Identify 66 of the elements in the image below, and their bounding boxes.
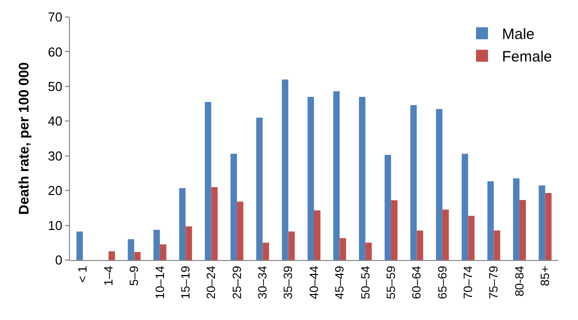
bar (519, 200, 526, 260)
bar (340, 238, 346, 260)
x-tick-label: 80-84 (512, 265, 526, 297)
x-tick-label: 20–24 (204, 265, 218, 300)
bar (308, 96, 314, 260)
x-tick-label: 60–64 (410, 265, 424, 300)
bar (256, 118, 263, 260)
bar (513, 178, 520, 260)
bar (211, 187, 218, 260)
y-tick-label: 50 (48, 78, 62, 94)
bar (468, 216, 475, 260)
x-tick-label: 15–19 (178, 265, 192, 300)
x-tick-label: 50–54 (358, 265, 372, 300)
legend-label: Female (502, 48, 552, 66)
bar (160, 244, 166, 260)
x-tick-label: 65–69 (435, 265, 450, 300)
bar (333, 91, 340, 260)
x-tick-label: 10–14 (152, 265, 167, 300)
bar (545, 193, 552, 260)
bar (236, 202, 244, 260)
y-tick-label: 20 (48, 183, 62, 198)
bar (288, 232, 295, 260)
bar (416, 230, 424, 260)
bar (108, 251, 115, 260)
bar (487, 181, 494, 260)
y-tick-label: 70 (48, 10, 62, 25)
x-tick-label: 1–4 (101, 265, 116, 286)
x-tick-label: 25–29 (230, 265, 244, 300)
x-tick-label: 5–9 (127, 265, 142, 286)
bar (76, 232, 83, 260)
bar (262, 242, 270, 260)
x-tick-label: 35–39 (281, 265, 296, 300)
y-tick-label: 0 (55, 252, 62, 268)
bar (282, 79, 288, 260)
y-tick-label: 60 (48, 44, 62, 60)
x-tick-label: 55–59 (384, 265, 398, 300)
bar (365, 242, 372, 260)
y-tick-label: 30 (48, 148, 62, 164)
bar (436, 108, 442, 260)
bar (230, 154, 237, 260)
legend-label: Male (502, 26, 535, 44)
bar (384, 154, 392, 260)
x-tick-label: 75–79 (486, 265, 501, 300)
bar (153, 230, 160, 260)
bar (128, 239, 134, 260)
bar (442, 210, 449, 260)
bar (538, 185, 546, 260)
bar (314, 210, 320, 260)
bar (410, 105, 417, 260)
x-tick-label: 85+ (538, 266, 552, 286)
bar (186, 226, 192, 260)
bar (204, 102, 212, 260)
x-tick-label: 40–44 (306, 265, 321, 300)
bar (462, 154, 468, 260)
bar (358, 96, 366, 260)
x-tick-label: 70–74 (461, 265, 476, 300)
y-tick-label: 10 (48, 218, 62, 233)
y-tick-label: 40 (48, 114, 62, 129)
bar (134, 252, 141, 260)
bar (179, 188, 186, 260)
bar (391, 200, 398, 260)
y-axis-title: Death rate, per 100 000 (16, 62, 32, 215)
x-tick-label: 30–34 (256, 265, 270, 300)
bar (494, 230, 500, 260)
x-tick-label: < 1 (76, 265, 90, 283)
x-tick-label: 45–49 (332, 265, 347, 300)
